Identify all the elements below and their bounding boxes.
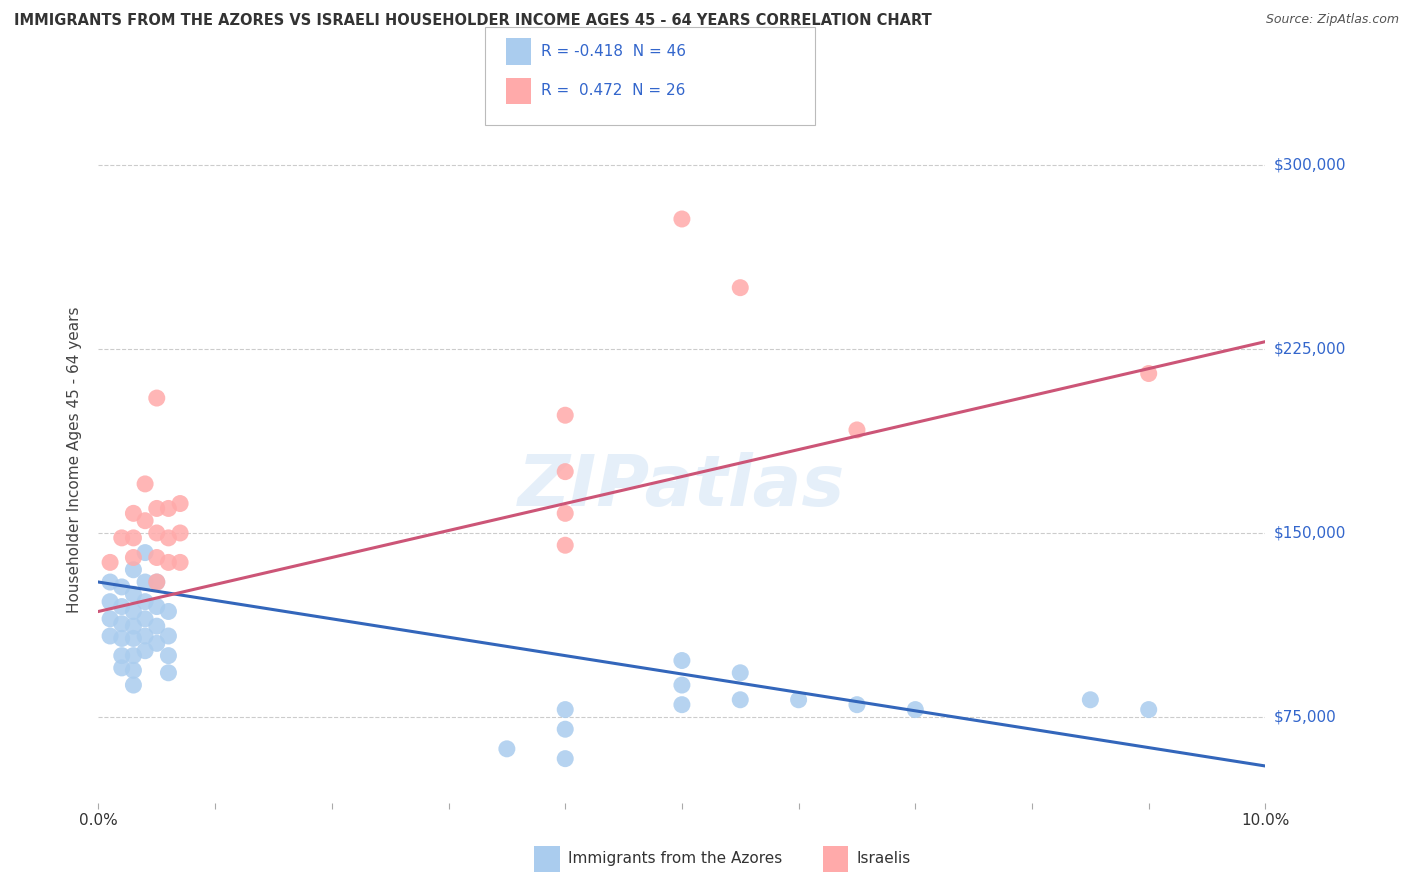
Point [134, 595, 156, 609]
Text: ZIPatlas: ZIPatlas [519, 452, 845, 521]
Point [122, 550, 145, 565]
Point [122, 563, 145, 577]
Point [134, 575, 156, 590]
Point [134, 629, 156, 643]
Point [157, 605, 180, 619]
Point [554, 465, 576, 479]
Text: $75,000: $75,000 [1274, 709, 1337, 724]
Point [1080, 693, 1102, 707]
Point [730, 665, 752, 680]
Point [111, 661, 134, 675]
Point [554, 723, 576, 737]
Point [146, 391, 169, 405]
Point [496, 742, 519, 756]
Point [122, 648, 145, 663]
Point [98, 612, 121, 626]
Point [122, 619, 145, 633]
Point [554, 538, 576, 552]
Point [846, 698, 869, 712]
Point [554, 507, 576, 521]
Point [111, 616, 134, 631]
Point [671, 698, 693, 712]
Point [1137, 367, 1160, 381]
Text: Immigrants from the Azores: Immigrants from the Azores [568, 852, 782, 866]
Point [904, 703, 927, 717]
Point [98, 629, 121, 643]
Point [157, 665, 180, 680]
Point [157, 531, 180, 545]
Point [169, 526, 191, 541]
Y-axis label: Householder Income Ages 45 - 64 years: Householder Income Ages 45 - 64 years [67, 306, 83, 613]
Point [122, 587, 145, 601]
Point [134, 476, 156, 491]
Point [671, 678, 693, 692]
Text: Israelis: Israelis [856, 852, 911, 866]
Point [554, 703, 576, 717]
Point [730, 281, 752, 295]
Text: R = -0.418  N = 46: R = -0.418 N = 46 [541, 45, 686, 59]
Point [122, 531, 145, 545]
Point [157, 555, 180, 570]
Point [122, 605, 145, 619]
Point [134, 514, 156, 528]
Point [146, 599, 169, 614]
Point [111, 580, 134, 594]
Point [169, 555, 191, 570]
Point [671, 654, 693, 668]
Point [146, 575, 169, 590]
Point [146, 575, 169, 590]
Text: $300,000: $300,000 [1274, 158, 1346, 172]
Point [846, 423, 869, 437]
Point [122, 664, 145, 678]
Point [134, 546, 156, 560]
Point [134, 612, 156, 626]
Point [169, 496, 191, 510]
Point [134, 644, 156, 658]
Text: $150,000: $150,000 [1274, 525, 1346, 541]
Text: Source: ZipAtlas.com: Source: ZipAtlas.com [1265, 13, 1399, 27]
Point [157, 501, 180, 516]
Point [554, 751, 576, 765]
Point [111, 531, 134, 545]
Text: $225,000: $225,000 [1274, 342, 1346, 357]
Point [671, 212, 693, 227]
Point [146, 636, 169, 650]
Point [146, 619, 169, 633]
Text: IMMIGRANTS FROM THE AZORES VS ISRAELI HOUSEHOLDER INCOME AGES 45 - 64 YEARS CORR: IMMIGRANTS FROM THE AZORES VS ISRAELI HO… [14, 13, 932, 29]
Point [122, 632, 145, 646]
Point [111, 599, 134, 614]
Point [111, 648, 134, 663]
Point [157, 629, 180, 643]
Point [122, 678, 145, 692]
Point [157, 648, 180, 663]
Point [730, 693, 752, 707]
Point [98, 595, 121, 609]
Point [146, 526, 169, 541]
Point [1137, 703, 1160, 717]
Point [146, 550, 169, 565]
Point [787, 693, 810, 707]
Text: R =  0.472  N = 26: R = 0.472 N = 26 [541, 84, 686, 98]
Point [122, 507, 145, 521]
Point [98, 555, 121, 570]
Point [554, 409, 576, 423]
Point [98, 575, 121, 590]
Point [146, 501, 169, 516]
Point [111, 632, 134, 646]
